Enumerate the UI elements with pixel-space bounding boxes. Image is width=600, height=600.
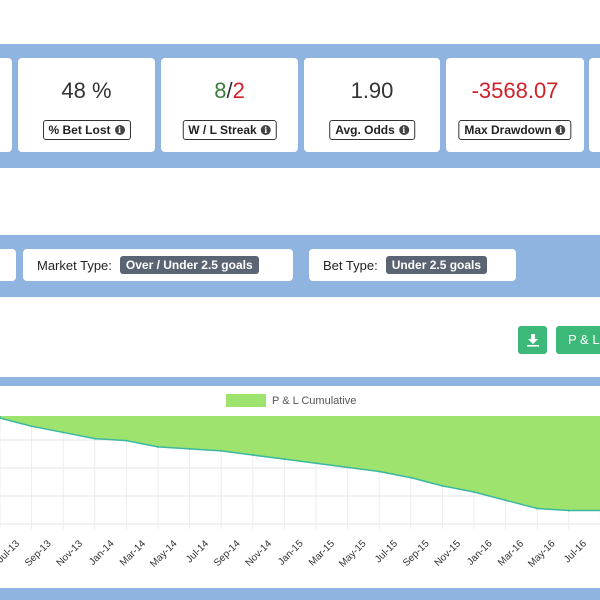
download-button[interactable] [518,326,547,354]
filter-bet-type[interactable]: Bet Type: Under 2.5 goals [309,249,516,281]
data-point [30,425,33,428]
filter-box-partial-left [0,249,16,281]
stat-card-max-drawdown: -3568.07 Max Drawdown i [446,58,584,152]
data-point [283,458,286,461]
data-point [125,439,128,442]
x-tick-label: Mar-15 [307,538,337,568]
x-tick-label: Jul-13 [0,538,22,565]
data-point [504,499,507,502]
stat-value-bet-lost: 48 % [61,78,112,103]
data-point [220,449,223,452]
x-tick-label: Mar-16 [496,538,526,568]
streak-separator: / [226,78,233,103]
stat-label-text: Avg. Odds [335,123,395,137]
x-tick-label: Jan-15 [276,538,306,568]
data-point [409,476,412,479]
pl-button[interactable]: P & L [556,326,600,354]
stat-label-text: % Bet Lost [48,123,111,137]
filter-label: Market Type: [37,257,112,273]
data-point [0,417,1,420]
x-tick-label: Sep-14 [212,538,243,569]
x-tick-label: Jul-14 [184,538,211,565]
x-tick-label: May-15 [337,538,369,570]
chart-band: Jul-13 Sep-13 Nov-13 Jan-14 Mar-14 May-14 Jul-… [0,377,600,600]
filter-label: Bet Type: [323,257,378,273]
stat-card-wl-streak: 8/2 W / L Streak i [161,58,298,152]
x-tick-label: Nov-14 [244,538,275,569]
stat-value-max-drawdown: -3568.07 [471,78,559,103]
info-icon[interactable]: i [555,125,566,135]
x-tick-label: Sep-15 [401,538,432,569]
stat-label-max-drawdown[interactable]: Max Drawdown i [458,120,572,140]
download-icon [526,334,539,347]
chart-legend: P & L Cumulative [226,394,356,407]
stat-card-avg-odds: 1.90 Avg. Odds i [304,58,440,152]
x-tick-label: Mar-14 [118,538,148,568]
data-point [441,484,444,487]
data-point [251,454,254,457]
stat-value-wl-streak: 8/2 [161,78,298,104]
data-point [536,507,539,510]
stat-label-bet-lost[interactable]: % Bet Lost i [42,120,131,140]
info-icon[interactable]: i [398,125,409,135]
pl-cumulative-chart: Jul-13 Sep-13 Nov-13 Jan-14 Mar-14 May-14 Jul-… [0,394,600,570]
win-streak: 8 [214,78,227,103]
data-point [62,431,65,434]
stat-card-bet-lost: 48 % % Bet Lost i [18,58,155,152]
x-tick-label: May-16 [526,538,558,570]
chart-panel: Jul-13 Sep-13 Nov-13 Jan-14 Mar-14 May-14 Jul-… [0,386,600,588]
stat-label-wl-streak[interactable]: W / L Streak i [182,120,277,140]
x-tick-label: Nov-15 [433,538,464,569]
info-icon[interactable]: i [114,125,125,135]
x-tick-label: Sep-13 [23,538,54,569]
stat-card-partial-right [589,58,600,152]
filter-badge: Under 2.5 goals [385,256,488,274]
x-tick-label: Nov-13 [55,538,86,569]
x-tick-label: Jan-16 [465,538,495,568]
x-tick-label: May-14 [148,538,180,570]
stat-label-text: W / L Streak [188,123,257,137]
loss-streak: 2 [232,78,245,103]
stat-card-partial-left [0,58,12,152]
stat-label-avg-odds[interactable]: Avg. Odds i [329,120,415,140]
info-icon[interactable]: i [260,125,271,135]
data-point [473,491,475,494]
data-point [346,466,349,469]
legend-label: P & L Cumulative [272,395,356,407]
x-tick-label: Jan-14 [87,538,117,568]
data-point [567,509,570,512]
stat-value-avg-odds: 1.90 [350,78,394,103]
data-point [157,445,159,448]
data-point [93,437,96,440]
stats-band: 48 % % Bet Lost i 8/2 W / L Streak i 1.9… [0,44,600,168]
stat-label-text: Max Drawdown [464,123,552,137]
x-tick-label: Jul-16 [562,538,589,565]
data-point [378,470,381,473]
x-tick-label: Jul-15 [373,538,400,565]
filter-badge: Over / Under 2.5 goals [119,256,259,274]
data-point [188,447,191,450]
legend-swatch [226,394,266,407]
filter-market-type[interactable]: Market Type: Over / Under 2.5 goals [23,249,293,281]
data-point [315,462,317,465]
filter-band: Market Type: Over / Under 2.5 goals Bet … [0,235,600,297]
